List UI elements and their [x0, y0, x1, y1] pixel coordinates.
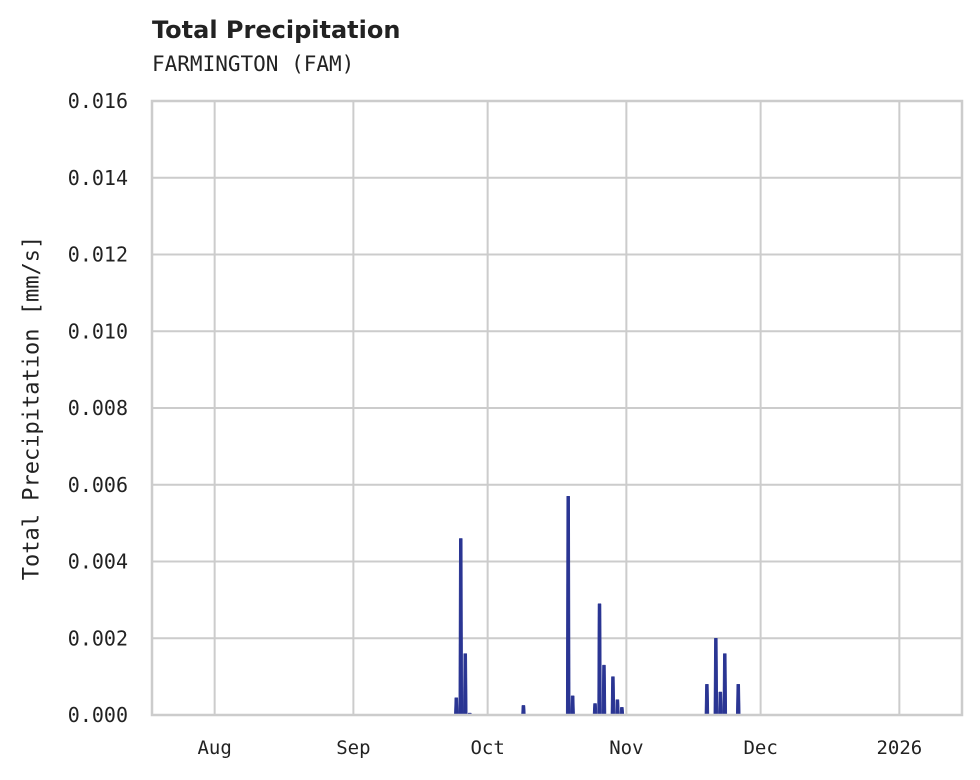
chart-subtitle: FARMINGTON (FAM) — [152, 52, 355, 76]
y-tick-label: 0.012 — [68, 243, 128, 267]
precipitation-spike — [570, 695, 575, 716]
x-tick-label: Sep — [336, 737, 370, 759]
x-tick-label: 2026 — [876, 737, 922, 759]
precipitation-spike — [704, 684, 710, 716]
precipitation-series — [454, 496, 741, 716]
precipitation-spike — [713, 638, 719, 716]
precipitation-spike — [597, 603, 602, 716]
precipitation-spike — [610, 676, 616, 716]
plot-frame — [150, 99, 964, 717]
y-tick-label: 0.014 — [68, 166, 128, 190]
y-tick-label: 0.008 — [68, 396, 128, 420]
chart-title: Total Precipitation — [152, 16, 401, 44]
y-tick-label: 0.002 — [68, 626, 128, 650]
y-tick-label: 0.016 — [68, 89, 128, 113]
precipitation-spike — [454, 697, 459, 716]
x-axis-ticks: Aug Sep Oct Nov Dec 2026 — [197, 737, 922, 759]
x-tick-label: Oct — [470, 737, 504, 759]
x-tick-label: Dec — [743, 737, 777, 759]
y-tick-label: 0.004 — [68, 550, 128, 574]
x-tick-label: Aug — [197, 737, 231, 759]
precipitation-spike — [722, 653, 728, 716]
precipitation-spike — [592, 703, 598, 716]
precipitation-spike — [565, 496, 571, 716]
precipitation-spike — [458, 538, 464, 716]
precipitation-spike — [735, 684, 741, 716]
y-tick-label: 0.000 — [68, 703, 128, 727]
precipitation-spike — [463, 653, 468, 716]
y-tick-label: 0.010 — [68, 319, 128, 343]
y-tick-label: 0.006 — [68, 473, 128, 497]
precipitation-spike — [601, 664, 607, 716]
precipitation-spike — [718, 691, 723, 716]
precipitation-spike — [615, 699, 620, 716]
y-axis-ticks: 0.000 0.002 0.004 0.006 0.008 0.010 0.012 0.014… — [68, 89, 128, 727]
precipitation-spike — [521, 705, 526, 716]
grid-lines — [152, 100, 962, 716]
x-tick-label: Nov — [609, 737, 643, 759]
